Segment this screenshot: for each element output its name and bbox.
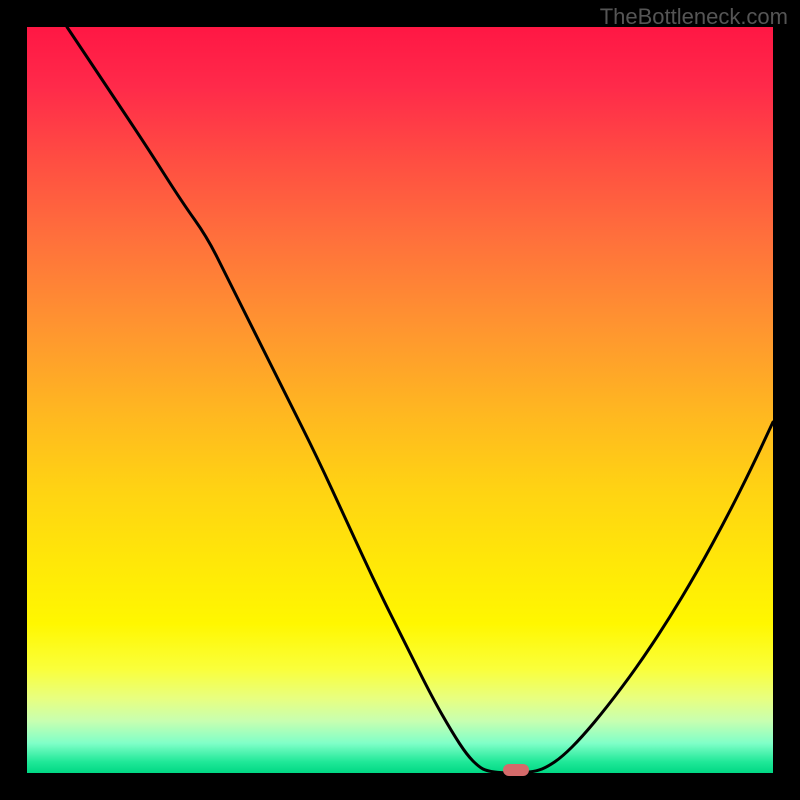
plot-area (27, 27, 773, 773)
chart-container: TheBottleneck.com (0, 0, 800, 800)
bottleneck-curve (27, 27, 773, 773)
optimal-marker (503, 764, 529, 776)
watermark-text: TheBottleneck.com (600, 4, 788, 30)
